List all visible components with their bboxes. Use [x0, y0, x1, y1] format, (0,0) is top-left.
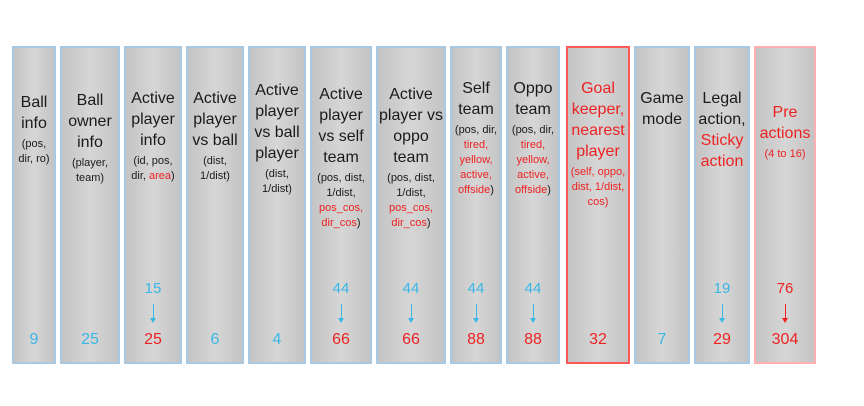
- column-title: Goal keeper, nearest player (self, oppo,…: [568, 78, 628, 210]
- title-text: Active player info: [131, 90, 175, 149]
- column-subtitle: (pos, dir, tired, yellow, active, offsid…: [452, 123, 500, 198]
- column-title: Active player vs ball (dist, 1/dist): [188, 88, 242, 184]
- column-total: 304: [771, 331, 799, 348]
- subtitle-end: ): [490, 184, 494, 196]
- column-ball-owner-info: Ball owner info (player, team) 25: [60, 46, 120, 364]
- title-text: Ball info: [20, 94, 48, 132]
- column-active-player-vs-self-team: Active player vs self team (pos, dist, 1…: [310, 46, 372, 364]
- column-original-count: 44: [467, 280, 485, 297]
- title-text: Active player vs ball: [192, 90, 238, 149]
- subtitle-end: ): [171, 170, 175, 182]
- column-subtitle: (dist, 1/dist): [262, 168, 292, 195]
- title-new-text: Sticky action: [700, 132, 744, 170]
- column-legal-action: Legal action, Sticky action 19 29: [694, 46, 750, 364]
- column-subtitle: (pos, dist, 1/dist, pos_cos, dir_cos): [312, 171, 370, 231]
- subtitle-end: ): [356, 217, 361, 229]
- column-subtitle: (player, team): [71, 157, 109, 184]
- subtitle-text: (pos, dist, 1/dist,: [317, 172, 365, 199]
- column-title: Self team (pos, dir, tired, yellow, acti…: [452, 78, 500, 198]
- column-subtitle: (dist, 1/dist): [200, 155, 230, 182]
- subtitle-new-text: tired, yellow, active, offside: [515, 139, 550, 196]
- subtitle-new-text: area: [149, 170, 172, 182]
- subtitle-text: (id, pos, dir,: [131, 155, 173, 182]
- subtitle-new-text: pos_cos, dir_cos: [388, 202, 434, 229]
- column-title: Active player vs self team (pos, dist, 1…: [312, 84, 370, 231]
- column-subtitle: (pos, dir, ro): [18, 138, 50, 165]
- column-total: 66: [402, 331, 420, 348]
- column-total: 66: [332, 331, 350, 348]
- column-total: 7: [657, 331, 667, 348]
- column-title: Game mode: [636, 88, 688, 130]
- subtitle-end: ): [426, 217, 431, 229]
- title-text: Active player vs ball player: [254, 82, 300, 162]
- title-text: Self team: [458, 80, 494, 118]
- column-subtitle: (self, oppo, dist, 1/dist, cos): [570, 166, 626, 208]
- arrow-down-icon: [529, 304, 536, 323]
- column-total: 25: [144, 331, 162, 348]
- subtitle-text: (pos, dir,: [511, 124, 555, 136]
- column-subtitle: (pos, dist, 1/dist, pos_cos, dir_cos): [378, 171, 444, 231]
- title-text: Ball owner info: [68, 92, 112, 151]
- column-original-count: 15: [144, 280, 162, 297]
- column-total: 25: [81, 331, 99, 348]
- column-total: 9: [29, 331, 39, 348]
- subtitle-new-text: tired, yellow, active, offside: [458, 139, 493, 196]
- arrow-down-icon: [149, 304, 156, 323]
- column-title: Active player info (id, pos, dir, area): [126, 88, 180, 184]
- column-title: Active player vs oppo team (pos, dist, 1…: [378, 84, 444, 231]
- column-title: Ball info (pos, dir, ro): [14, 92, 54, 167]
- column-original-count: 76: [776, 280, 794, 297]
- title-text: Active player vs self team: [318, 86, 364, 166]
- column-total: 88: [467, 331, 485, 348]
- arrow-down-icon: [407, 304, 414, 323]
- column-title: Oppo team (pos, dir, tired, yellow, acti…: [508, 78, 558, 198]
- subtitle-end: ): [547, 184, 551, 196]
- column-title: Active player vs ball player (dist, 1/di…: [250, 80, 304, 197]
- column-original-count: 19: [713, 280, 731, 297]
- title-text: Oppo team: [513, 80, 553, 118]
- column-total: 29: [713, 331, 731, 348]
- column-active-player-vs-oppo-team: Active player vs oppo team (pos, dist, 1…: [376, 46, 446, 364]
- column-active-player-info: Active player info (id, pos, dir, area) …: [124, 46, 182, 364]
- column-oppo-team: Oppo team (pos, dir, tired, yellow, acti…: [506, 46, 560, 364]
- column-total: 4: [272, 331, 282, 348]
- subtitle-text: (pos, dir,: [454, 124, 498, 136]
- title-text: Goal keeper, nearest player: [571, 80, 625, 160]
- column-game-mode: Game mode 7: [634, 46, 690, 364]
- column-total: 32: [589, 331, 607, 348]
- column-self-team: Self team (pos, dir, tired, yellow, acti…: [450, 46, 502, 364]
- arrow-down-icon: [337, 304, 344, 323]
- title-text: Pre actions: [759, 104, 811, 142]
- subtitle-new-text: pos_cos, dir_cos: [318, 202, 364, 229]
- column-original-count: 44: [402, 280, 420, 297]
- column-goal-keeper-nearest-player: Goal keeper, nearest player (self, oppo,…: [566, 46, 630, 364]
- title-text: Active player vs oppo team: [378, 86, 444, 166]
- title-text: Legal action,: [698, 90, 746, 128]
- column-title: Ball owner info (player, team): [62, 90, 118, 186]
- column-pre-actions: Pre actions (4 to 16) 76 304: [754, 46, 816, 364]
- column-original-count: 44: [524, 280, 542, 297]
- column-original-count: 44: [332, 280, 350, 297]
- column-total: 6: [210, 331, 220, 348]
- column-total: 88: [524, 331, 542, 348]
- column-ball-info: Ball info (pos, dir, ro) 9: [12, 46, 56, 364]
- subtitle-text: (pos, dist, 1/dist,: [387, 172, 435, 199]
- column-subtitle: (id, pos, dir, area): [126, 154, 180, 184]
- column-title: Pre actions (4 to 16): [756, 102, 814, 162]
- column-active-player-vs-ball: Active player vs ball (dist, 1/dist) 6: [186, 46, 244, 364]
- arrow-down-icon: [472, 304, 479, 323]
- column-active-player-vs-ball-player: Active player vs ball player (dist, 1/di…: [248, 46, 306, 364]
- title-text: Game mode: [640, 90, 684, 128]
- column-subtitle: (pos, dir, tired, yellow, active, offsid…: [508, 123, 558, 198]
- arrow-down-icon: [781, 304, 788, 323]
- arrow-down-icon: [718, 304, 725, 323]
- column-title: Legal action, Sticky action: [696, 88, 748, 172]
- column-subtitle: (4 to 16): [764, 148, 806, 160]
